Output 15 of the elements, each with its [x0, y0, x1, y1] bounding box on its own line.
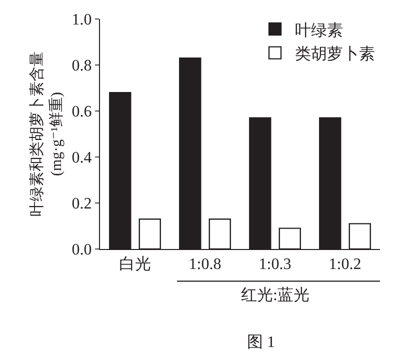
x-tick-label: 1:0.3 [258, 256, 292, 274]
x-tick-label: 1:0.2 [328, 256, 362, 274]
y-tick-label: 1.0 [72, 12, 92, 29]
x-tick-label: 1:0.8 [188, 256, 222, 274]
x-axis-title: 红光:蓝光 [241, 286, 310, 304]
legend-label: 类胡萝卜素 [295, 45, 375, 64]
y-tick-label: 0.8 [72, 58, 92, 75]
y-tick-label: 0.4 [72, 150, 92, 167]
legend-label: 叶绿素 [295, 21, 343, 40]
x-tick-label: 白光 [119, 255, 151, 274]
y-tick-label: 0.6 [72, 104, 92, 121]
caption: 图 1 [247, 334, 275, 351]
y-tick-label: 0.2 [72, 196, 92, 213]
y-axis-title: 叶绿素和类胡萝卜素含量 (mg·g⁻¹鲜重) [28, 52, 66, 216]
y-tick-label: 0.0 [72, 242, 92, 259]
